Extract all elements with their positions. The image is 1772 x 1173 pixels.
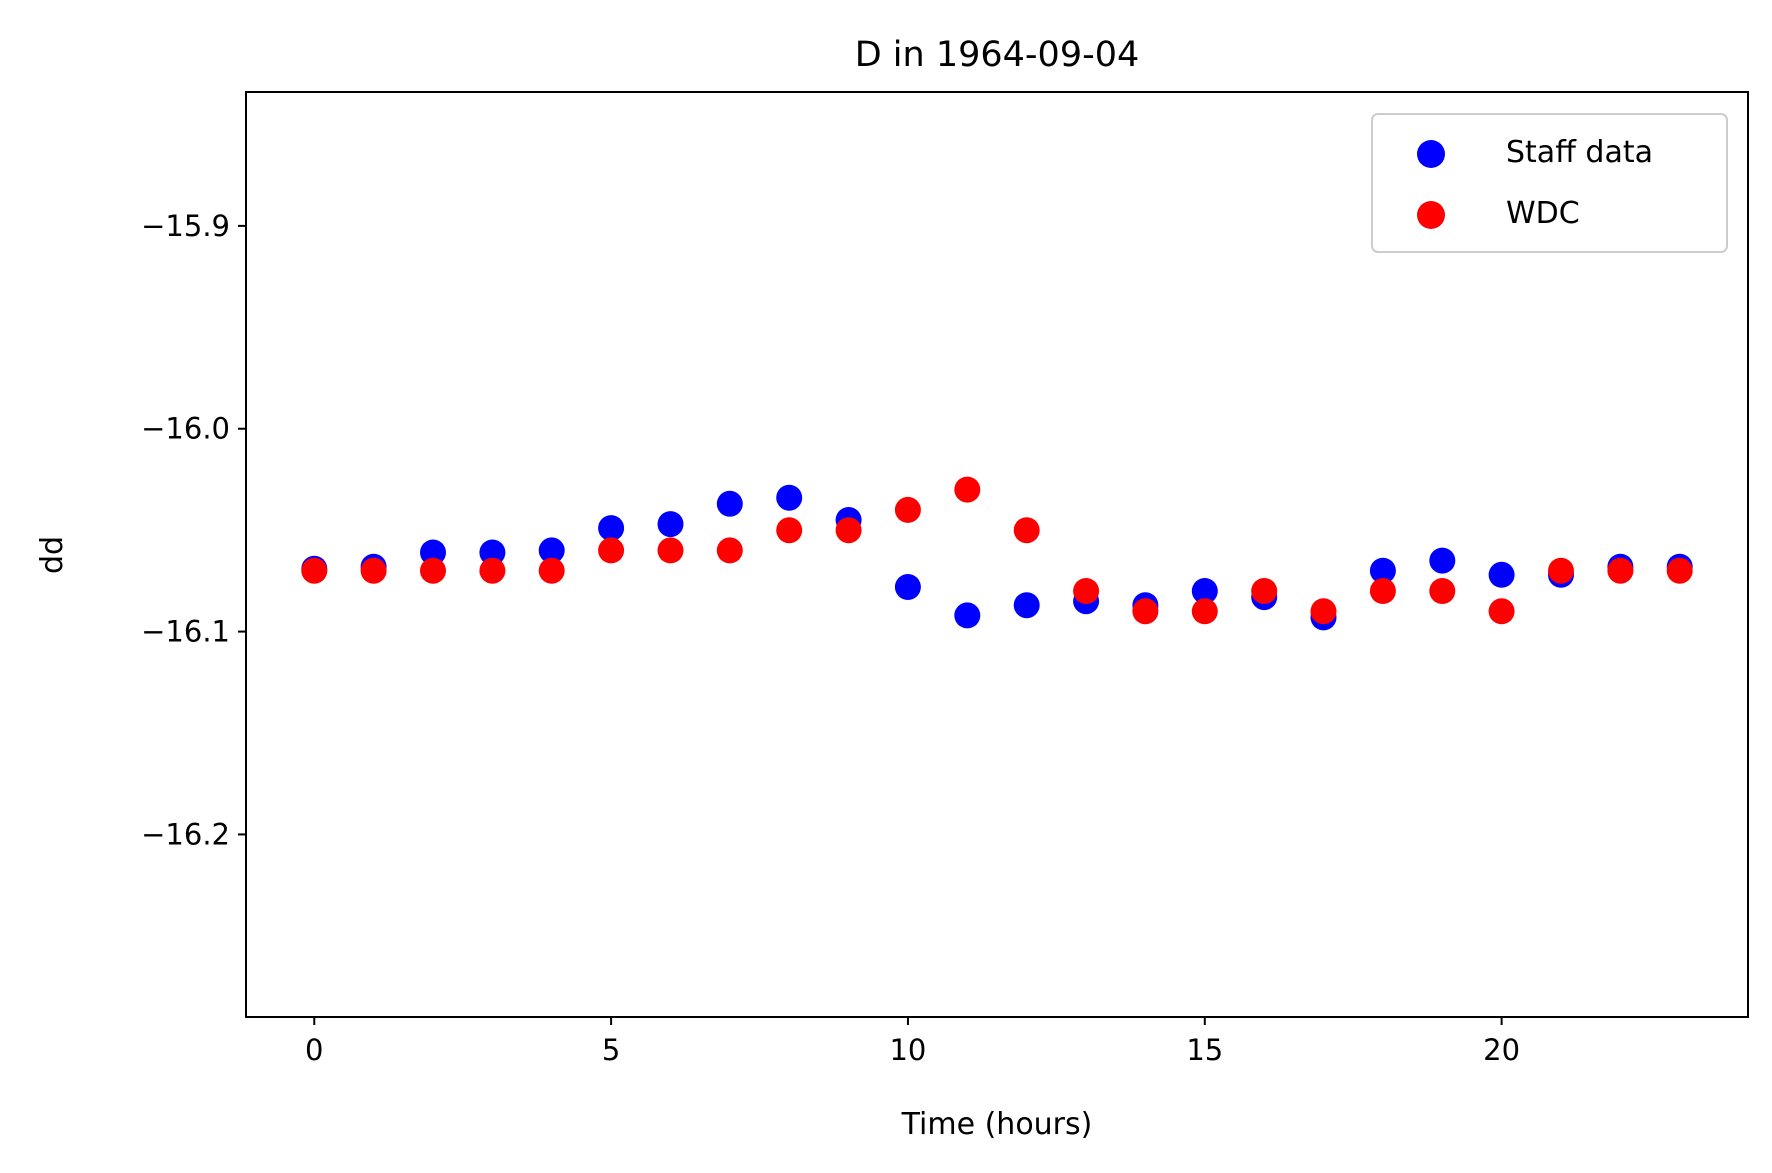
point-wdc bbox=[1607, 557, 1634, 584]
point-wdc bbox=[1191, 598, 1218, 625]
x-tick-label: 0 bbox=[305, 1033, 323, 1067]
x-tick-label: 5 bbox=[602, 1033, 620, 1067]
point-staff-data bbox=[894, 574, 921, 600]
point-wdc bbox=[420, 557, 446, 584]
point-staff-data bbox=[479, 539, 506, 566]
point-staff-data bbox=[1369, 557, 1396, 584]
point-wdc bbox=[1488, 598, 1515, 625]
legend-label-staff-data: Staff data bbox=[1506, 135, 1653, 170]
chart-title: D in 1964-09-04 bbox=[855, 35, 1140, 75]
y-tick-label: −16.0 bbox=[141, 412, 230, 446]
point-staff-data bbox=[1488, 561, 1515, 588]
point-wdc bbox=[479, 557, 506, 584]
point-wdc bbox=[538, 557, 565, 584]
y-tick-label: −15.9 bbox=[141, 209, 230, 243]
point-wdc bbox=[1666, 557, 1693, 584]
legend-label-wdc: WDC bbox=[1506, 196, 1580, 231]
point-staff-data bbox=[954, 602, 981, 629]
point-wdc bbox=[776, 517, 803, 544]
point-wdc bbox=[1548, 557, 1574, 584]
point-wdc bbox=[598, 537, 625, 564]
point-staff-data bbox=[1013, 592, 1040, 619]
x-tick-label: 10 bbox=[889, 1033, 926, 1067]
point-staff-data bbox=[538, 537, 565, 564]
point-wdc bbox=[360, 557, 387, 584]
x-axis-ticks: 0 5 10 15 20 bbox=[305, 1017, 1520, 1067]
point-wdc bbox=[835, 517, 862, 544]
point-wdc bbox=[1310, 598, 1337, 625]
y-tick-label: −16.2 bbox=[141, 817, 230, 851]
point-wdc bbox=[894, 496, 921, 523]
point-staff-data bbox=[1429, 547, 1456, 574]
y-axis-label: dd bbox=[35, 536, 70, 574]
point-wdc bbox=[1429, 578, 1456, 604]
point-wdc bbox=[1369, 578, 1396, 604]
point-wdc bbox=[1251, 578, 1278, 604]
point-wdc bbox=[1073, 578, 1100, 604]
y-tick-label: −16.1 bbox=[141, 615, 230, 649]
x-axis-label: Time (hours) bbox=[901, 1107, 1093, 1142]
x-tick-label: 20 bbox=[1483, 1033, 1520, 1067]
plot-points bbox=[301, 476, 1693, 631]
x-tick-label: 15 bbox=[1186, 1033, 1223, 1067]
point-staff-data bbox=[1191, 578, 1218, 604]
plot-area-frame bbox=[245, 91, 1749, 1018]
point-staff-data bbox=[657, 511, 684, 538]
point-wdc bbox=[954, 476, 981, 503]
legend: Staff data WDC bbox=[1371, 113, 1728, 253]
legend-marker-staff-data bbox=[1417, 140, 1445, 168]
point-wdc bbox=[1132, 598, 1159, 625]
y-axis-ticks: −15.9 −16.0 −16.1 −16.2 bbox=[141, 209, 246, 851]
point-wdc bbox=[1013, 517, 1040, 544]
point-wdc bbox=[716, 537, 743, 564]
point-staff-data bbox=[420, 539, 446, 566]
legend-frame bbox=[1371, 113, 1728, 253]
point-wdc bbox=[657, 537, 684, 564]
point-staff-data bbox=[598, 515, 625, 542]
point-wdc bbox=[301, 557, 328, 584]
point-staff-data bbox=[716, 490, 743, 517]
legend-marker-wdc bbox=[1417, 201, 1445, 229]
point-staff-data bbox=[776, 484, 803, 511]
